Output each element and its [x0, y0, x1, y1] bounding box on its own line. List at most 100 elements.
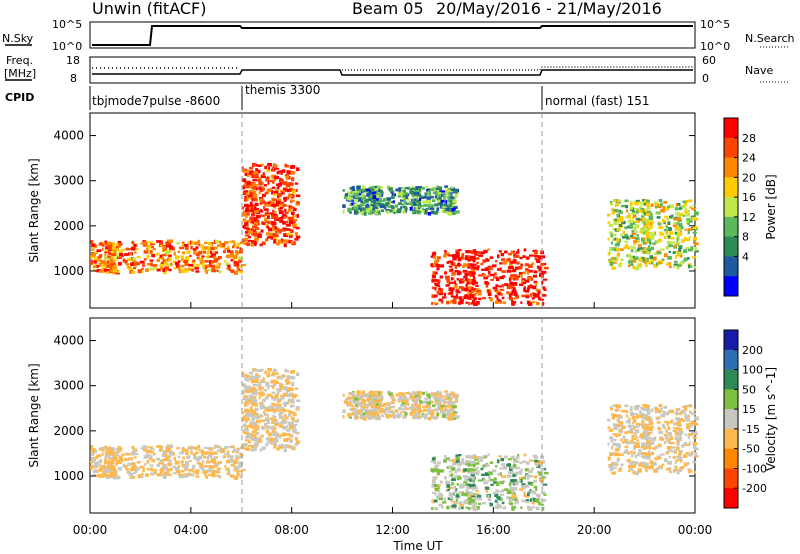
- power-pixel: [416, 211, 421, 215]
- power-pixel: [162, 270, 167, 275]
- colorbar-tick-label: 12: [742, 211, 756, 224]
- power-pixel: [256, 219, 259, 223]
- velocity-pixel: [176, 447, 181, 450]
- y-tick-label: 3000: [53, 174, 84, 188]
- power-pixel: [156, 268, 161, 272]
- power-pixel: [233, 242, 236, 247]
- power-pixel: [210, 242, 214, 245]
- power-pixel: [615, 257, 619, 260]
- power-pixel: [617, 199, 622, 203]
- velocity-pixel: [231, 445, 235, 448]
- velocity-pixel: [192, 453, 197, 456]
- velocity-pixel: [440, 404, 445, 408]
- velocity-pixel: [687, 427, 690, 430]
- power-pixel: [247, 239, 252, 242]
- power-pixel: [441, 296, 447, 299]
- power-pixel: [469, 293, 475, 298]
- velocity-pixel: [361, 400, 366, 405]
- velocity-pixel: [455, 454, 459, 458]
- power-pixel: [165, 263, 168, 267]
- velocity-pixel: [397, 397, 403, 401]
- power-pixel: [359, 189, 364, 193]
- velocity-pixel: [242, 390, 246, 395]
- velocity-pixel: [466, 483, 472, 486]
- velocity-pixel: [104, 460, 109, 464]
- power-pixel: [441, 205, 444, 208]
- power-pixel: [190, 245, 193, 250]
- power-pixel: [477, 274, 483, 277]
- power-pixel: [355, 199, 358, 202]
- power-pixel: [665, 225, 669, 229]
- velocity-pixel: [607, 456, 612, 460]
- power-pixel: [675, 260, 678, 264]
- velocity-pixel: [372, 412, 378, 416]
- power-pixel: [281, 169, 286, 173]
- power-pixel: [533, 280, 538, 284]
- power-pixel: [283, 196, 288, 201]
- power-pixel: [611, 256, 615, 261]
- power-pixel: [253, 171, 259, 175]
- velocity-pixel: [522, 476, 527, 480]
- power-pixel: [532, 274, 538, 278]
- power-pixel: [111, 252, 116, 257]
- velocity-pixel: [380, 398, 383, 402]
- power-pixel: [643, 227, 648, 232]
- velocity-pixel: [206, 451, 212, 454]
- velocity-pixel: [135, 467, 140, 471]
- velocity-pixel: [535, 487, 538, 492]
- power-pixel: [243, 242, 249, 245]
- velocity-pixel: [639, 435, 643, 439]
- velocity-pixel: [244, 408, 249, 413]
- power-pixel: [667, 221, 671, 225]
- velocity-pixel: [625, 409, 629, 414]
- velocity-pixel: [635, 416, 639, 419]
- power-pixel: [397, 195, 401, 198]
- velocity-pixel: [472, 476, 475, 480]
- velocity-pixel: [105, 473, 111, 477]
- power-pixel: [642, 257, 646, 261]
- velocity-pixel: [542, 499, 547, 502]
- power-pixel: [421, 186, 425, 190]
- power-pixel: [499, 300, 502, 304]
- power-pixel: [235, 263, 240, 266]
- power-pixel: [620, 220, 626, 225]
- velocity-pixel: [180, 475, 185, 479]
- velocity-pixel: [415, 411, 421, 416]
- power-pixel: [632, 214, 637, 218]
- power-pixel: [152, 248, 156, 251]
- power-pixel: [488, 266, 493, 271]
- velocity-pixel: [347, 402, 352, 406]
- power-pixel: [342, 204, 346, 209]
- power-pixel: [506, 269, 511, 273]
- power-pixel: [279, 241, 284, 244]
- velocity-pixel: [411, 408, 415, 411]
- velocity-pixel: [133, 448, 137, 453]
- power-pixel: [268, 200, 274, 205]
- velocity-pixel: [283, 444, 289, 448]
- power-pixel: [613, 221, 618, 225]
- velocity-pixel: [272, 408, 277, 412]
- power-pixel: [179, 246, 185, 250]
- power-pixel: [448, 193, 452, 197]
- velocity-pixel: [355, 415, 359, 420]
- power-pixel: [633, 220, 639, 224]
- velocity-pixel: [109, 471, 113, 475]
- power-pixel: [403, 201, 407, 205]
- power-pixel: [227, 249, 231, 253]
- velocity-pixel: [259, 407, 263, 410]
- power-pixel: [203, 250, 207, 254]
- velocity-pixel: [674, 432, 679, 436]
- freq-label-1: Freq.: [6, 54, 33, 67]
- velocity-pixel: [657, 427, 662, 431]
- power-pixel: [631, 232, 637, 235]
- velocity-pixel: [181, 447, 185, 452]
- velocity-pixel: [436, 412, 440, 416]
- power-pixel: [618, 209, 621, 212]
- power-pixel: [269, 212, 273, 215]
- velocity-pixel: [149, 472, 155, 476]
- velocity-pixel: [629, 468, 634, 471]
- power-pixel: [91, 246, 95, 250]
- power-pixel: [529, 254, 534, 257]
- power-pixel: [368, 195, 373, 199]
